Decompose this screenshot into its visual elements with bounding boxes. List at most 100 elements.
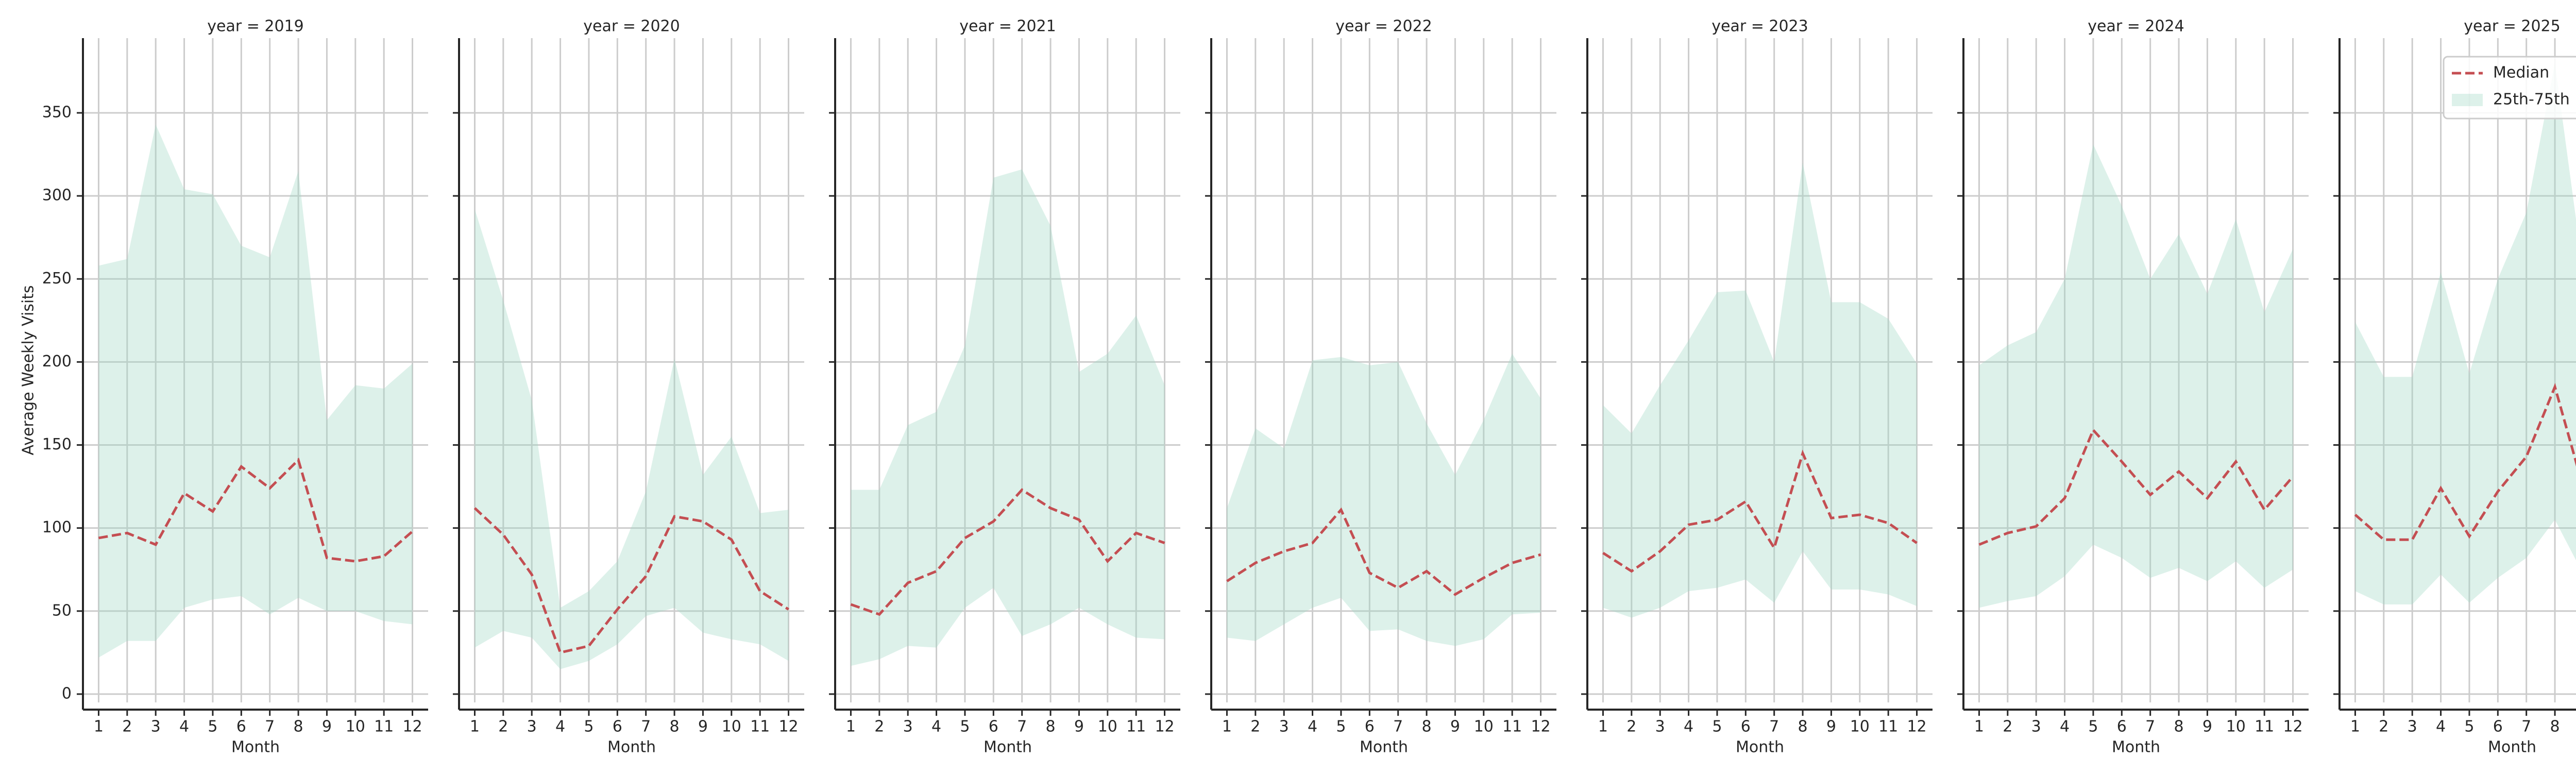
legend: Median 25th-75th Percentile: [2443, 56, 2576, 120]
x-axis-label: Month: [607, 738, 656, 757]
y-tick-label: 100: [42, 518, 72, 536]
x-tick-label: 9: [322, 718, 332, 736]
x-tick-label: 9: [1074, 718, 1084, 736]
x-tick-label: 7: [265, 718, 275, 736]
x-tick-label: 8: [2550, 718, 2560, 736]
x-tick-label: 8: [1046, 718, 1056, 736]
x-tick-label: 7: [2521, 718, 2531, 736]
x-tick-label: 12: [1907, 718, 1926, 736]
y-tick-label: 200: [42, 352, 72, 371]
x-tick-label: 8: [1422, 718, 1432, 736]
x-tick-label: 2: [122, 718, 132, 736]
x-tick-label: 6: [989, 718, 998, 736]
median-line: [473, 507, 789, 654]
x-tick-label: 10: [1474, 718, 1494, 736]
x-tick-label: 6: [236, 718, 246, 736]
x-tick-label: 4: [179, 718, 189, 736]
x-tick-label: 11: [750, 718, 770, 736]
x-tick-label: 12: [1155, 718, 1174, 736]
legend-label: 25th-75th Percentile: [2493, 91, 2576, 109]
x-tick-label: 3: [151, 718, 161, 736]
x-tick-label: 5: [1336, 718, 1346, 736]
percentile-band: [98, 124, 413, 658]
x-tick-label: 3: [903, 718, 913, 736]
x-tick-label: 7: [2145, 718, 2155, 736]
x-tick-label: 9: [1826, 718, 1836, 736]
percentile-band: [1979, 144, 2293, 608]
x-tick-label: 12: [402, 718, 422, 736]
x-tick-label: 4: [555, 718, 565, 736]
x-tick-label: 5: [2088, 718, 2098, 736]
x-tick-label: 7: [1017, 718, 1027, 736]
x-tick-label: 4: [2436, 718, 2446, 736]
x-tick-label: 6: [1741, 718, 1751, 736]
x-axis-label: Month: [1736, 738, 1784, 757]
percentile-band: [851, 169, 1165, 666]
panel-title: year = 2024: [2088, 18, 2184, 36]
x-tick-label: 10: [2226, 718, 2246, 736]
x-tick-label: 5: [208, 718, 217, 736]
x-axis-label: Month: [1360, 738, 1408, 757]
legend-swatch: [2452, 94, 2483, 106]
x-tick-label: 2: [2003, 718, 2012, 736]
x-tick-label: 1: [470, 718, 480, 736]
x-tick-label: 12: [1531, 718, 1550, 736]
x-tick-label: 4: [1308, 718, 1317, 736]
x-tick-label: 10: [346, 718, 365, 736]
x-tick-label: 8: [1798, 718, 1808, 736]
x-tick-label: 3: [1655, 718, 1665, 736]
x-tick-label: 7: [1393, 718, 1403, 736]
x-tick-label: 12: [2283, 718, 2302, 736]
y-tick-label: 50: [52, 601, 72, 619]
x-tick-label: 2: [874, 718, 884, 736]
x-tick-label: 2: [1250, 718, 1260, 736]
x-tick-label: 6: [2117, 718, 2127, 736]
y-tick-label: 250: [42, 270, 72, 288]
x-tick-label: 8: [294, 718, 303, 736]
x-tick-label: 10: [1098, 718, 1117, 736]
x-tick-label: 4: [931, 718, 941, 736]
median-line: [1226, 507, 1541, 596]
x-tick-label: 6: [1365, 718, 1375, 736]
x-tick-label: 9: [2202, 718, 2212, 736]
x-tick-label: 8: [2174, 718, 2184, 736]
percentile-band: [1603, 162, 1917, 618]
y-tick-label: 150: [42, 435, 72, 453]
x-tick-label: 3: [1279, 718, 1289, 736]
y-tick-label: 0: [62, 684, 72, 702]
legend-label: Median: [2493, 64, 2549, 82]
percentile-band: [2355, 63, 2576, 604]
median-line: [850, 488, 1165, 616]
x-tick-label: 3: [527, 718, 537, 736]
panel-title: year = 2023: [1711, 18, 1808, 36]
x-tick-label: 7: [1769, 718, 1779, 736]
x-tick-label: 1: [2350, 718, 2360, 736]
x-tick-label: 6: [2493, 718, 2503, 736]
median-line: [2354, 383, 2576, 541]
median-line: [1978, 427, 2294, 546]
percentile-band: [1227, 354, 1541, 646]
x-tick-label: 10: [722, 718, 741, 736]
x-tick-label: 5: [584, 718, 594, 736]
x-tick-label: 4: [2060, 718, 2070, 736]
x-tick-label: 11: [2255, 718, 2274, 736]
x-tick-label: 7: [641, 718, 651, 736]
x-tick-label: 6: [613, 718, 622, 736]
x-tick-label: 3: [2031, 718, 2041, 736]
x-tick-label: 9: [698, 718, 708, 736]
x-axis-label: Month: [231, 738, 280, 757]
x-tick-label: 5: [1712, 718, 1722, 736]
x-tick-label: 2: [498, 718, 508, 736]
x-tick-label: 1: [1598, 718, 1608, 736]
y-axis-label: Average Weekly Visits: [20, 285, 38, 455]
panel-title: year = 2025: [2464, 18, 2561, 36]
x-tick-label: 12: [778, 718, 798, 736]
y-tick-label: 300: [42, 187, 72, 205]
x-tick-label: 10: [1850, 718, 1870, 736]
x-tick-label: 1: [94, 718, 104, 736]
x-tick-label: 11: [1126, 718, 1146, 736]
x-axis-label: Month: [984, 738, 1032, 757]
x-tick-label: 3: [2408, 718, 2417, 736]
